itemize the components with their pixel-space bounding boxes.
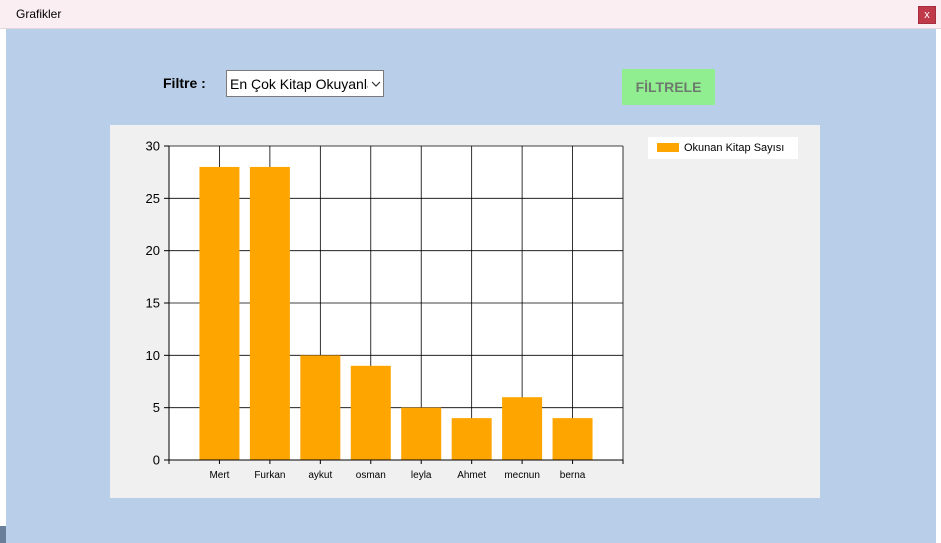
bar-osman bbox=[350, 365, 391, 460]
filter-button[interactable]: FİLTRELE bbox=[622, 69, 715, 105]
legend-label: Okunan Kitap Sayısı bbox=[684, 142, 785, 154]
y-tick-label: 10 bbox=[146, 348, 160, 363]
bar-Furkan bbox=[249, 166, 290, 460]
y-tick-label: 20 bbox=[146, 243, 160, 258]
legend-swatch bbox=[657, 143, 679, 152]
bar-Ahmet bbox=[451, 418, 492, 460]
x-tick-label: osman bbox=[356, 470, 386, 481]
x-tick-label: Mert bbox=[209, 470, 229, 481]
window-left-edge bbox=[0, 29, 6, 543]
bar-leyla bbox=[401, 407, 442, 460]
x-tick-label: Furkan bbox=[254, 470, 285, 481]
x-tick-label: mecnun bbox=[504, 470, 540, 481]
chart-legend: Okunan Kitap Sayısı bbox=[648, 137, 798, 159]
resize-grip[interactable] bbox=[0, 526, 6, 543]
filter-dropdown-value: En Çok Kitap Okuyanlar bbox=[230, 76, 368, 92]
filter-dropdown[interactable]: En Çok Kitap Okuyanlar bbox=[226, 70, 384, 97]
bar-mecnun bbox=[502, 397, 543, 460]
bar-chart: 0 5 10 15 20 25 30 Mert Furkan aykut osman leyla Ah… bbox=[146, 139, 624, 481]
y-tick-label: 30 bbox=[146, 139, 160, 154]
x-tick-label: aykut bbox=[308, 470, 332, 481]
bar-aykut bbox=[300, 355, 341, 460]
title-bar: Grafikler x bbox=[0, 0, 941, 29]
y-tick-label: 25 bbox=[146, 191, 160, 206]
window-title: Grafikler bbox=[16, 7, 62, 21]
y-tick-label: 0 bbox=[153, 453, 160, 468]
chevron-down-icon[interactable] bbox=[369, 74, 383, 94]
close-button[interactable]: x bbox=[918, 6, 936, 24]
bar-berna bbox=[552, 418, 593, 460]
filter-label: Filtre : bbox=[163, 75, 206, 91]
y-tick-label: 5 bbox=[153, 400, 160, 415]
x-tick-label: leyla bbox=[411, 470, 432, 481]
x-tick-label: berna bbox=[560, 470, 586, 481]
x-tick-label: Ahmet bbox=[457, 470, 486, 481]
bar-Mert bbox=[199, 166, 240, 460]
y-tick-label: 15 bbox=[146, 296, 160, 311]
window-right-edge bbox=[936, 29, 941, 543]
